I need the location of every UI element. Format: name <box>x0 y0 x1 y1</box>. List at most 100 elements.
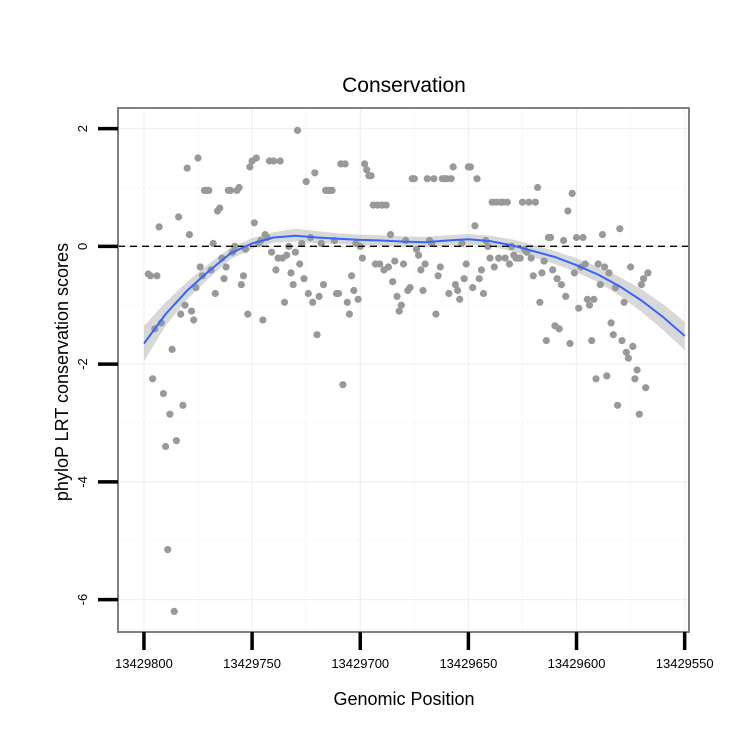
data-point <box>341 160 349 168</box>
data-point <box>538 269 546 277</box>
data-point <box>585 301 594 309</box>
data-point <box>296 260 304 268</box>
data-point <box>315 292 323 300</box>
data-point <box>170 607 178 616</box>
data-point <box>384 263 392 271</box>
data-point <box>393 292 401 300</box>
data-point <box>395 307 403 315</box>
data-point <box>397 301 405 309</box>
data-point <box>302 178 310 186</box>
data-point <box>592 375 600 383</box>
data-point <box>473 175 481 183</box>
data-point <box>183 164 191 172</box>
data-point <box>555 325 563 333</box>
data-point <box>616 225 624 233</box>
data-point <box>640 275 648 283</box>
data-point <box>293 126 302 134</box>
data-point <box>298 239 306 247</box>
data-point <box>495 254 503 262</box>
data-point <box>250 219 258 227</box>
data-point <box>194 154 202 162</box>
data-point <box>348 272 356 280</box>
data-point <box>164 546 172 554</box>
data-point <box>283 251 291 259</box>
data-point <box>175 213 183 221</box>
data-point <box>505 260 514 268</box>
data-point <box>620 298 628 306</box>
data-point <box>486 254 494 262</box>
data-point <box>466 163 475 171</box>
data-point <box>417 266 425 274</box>
plot-panel <box>118 108 689 632</box>
data-point <box>289 281 297 289</box>
data-point <box>192 284 200 292</box>
data-point <box>177 310 185 318</box>
data-point <box>291 248 299 256</box>
data-point <box>181 301 189 309</box>
x-axis-label: Genomic Position <box>333 689 474 709</box>
data-point <box>244 310 252 318</box>
data-point <box>317 239 325 247</box>
y-tick-label: -4 <box>75 476 90 488</box>
data-point <box>475 275 483 283</box>
data-point <box>436 263 444 271</box>
data-point <box>603 372 611 380</box>
data-point <box>549 266 557 274</box>
data-point <box>222 263 230 271</box>
data-point <box>579 233 587 242</box>
data-point <box>642 384 650 392</box>
data-point <box>328 186 336 194</box>
data-point <box>553 275 561 283</box>
data-point <box>449 163 457 171</box>
data-point <box>185 231 193 239</box>
data-point <box>239 272 247 280</box>
data-point <box>575 304 583 312</box>
data-point <box>477 266 485 274</box>
x-tick-label: 13429550 <box>656 656 714 671</box>
data-point <box>583 295 591 303</box>
data-point <box>469 284 477 292</box>
data-point <box>209 239 217 247</box>
data-point <box>246 163 254 171</box>
data-point <box>518 198 527 206</box>
data-point <box>415 251 423 259</box>
data-point <box>237 281 245 289</box>
data-point <box>406 284 414 292</box>
data-point <box>614 401 622 409</box>
data-point <box>624 354 633 362</box>
y-tick-label: 2 <box>75 125 90 132</box>
data-point <box>451 281 459 289</box>
data-point <box>350 286 358 295</box>
data-point <box>564 207 572 215</box>
data-point <box>382 201 390 209</box>
data-point <box>590 295 598 303</box>
data-point <box>644 269 652 277</box>
data-point <box>386 231 395 239</box>
data-point <box>270 157 278 165</box>
data-point <box>146 272 154 280</box>
data-point <box>542 337 550 345</box>
data-point <box>363 166 371 174</box>
data-point <box>268 248 276 256</box>
data-point <box>547 233 555 242</box>
data-point <box>635 410 643 418</box>
data-point <box>391 257 399 265</box>
data-point <box>410 175 418 183</box>
data-point <box>319 281 328 289</box>
data-point <box>456 295 464 303</box>
data-point <box>190 316 198 324</box>
data-point <box>531 198 540 206</box>
data-point <box>211 289 219 298</box>
data-point <box>196 263 204 271</box>
data-point <box>155 223 163 231</box>
data-point <box>399 260 408 268</box>
smooth-line <box>143 234 686 345</box>
data-point <box>376 260 384 268</box>
data-point <box>460 275 468 283</box>
chart-title: Conservation <box>342 74 466 97</box>
data-point <box>631 375 639 383</box>
data-point <box>637 281 646 289</box>
data-point <box>432 310 440 318</box>
data-point <box>335 289 343 298</box>
